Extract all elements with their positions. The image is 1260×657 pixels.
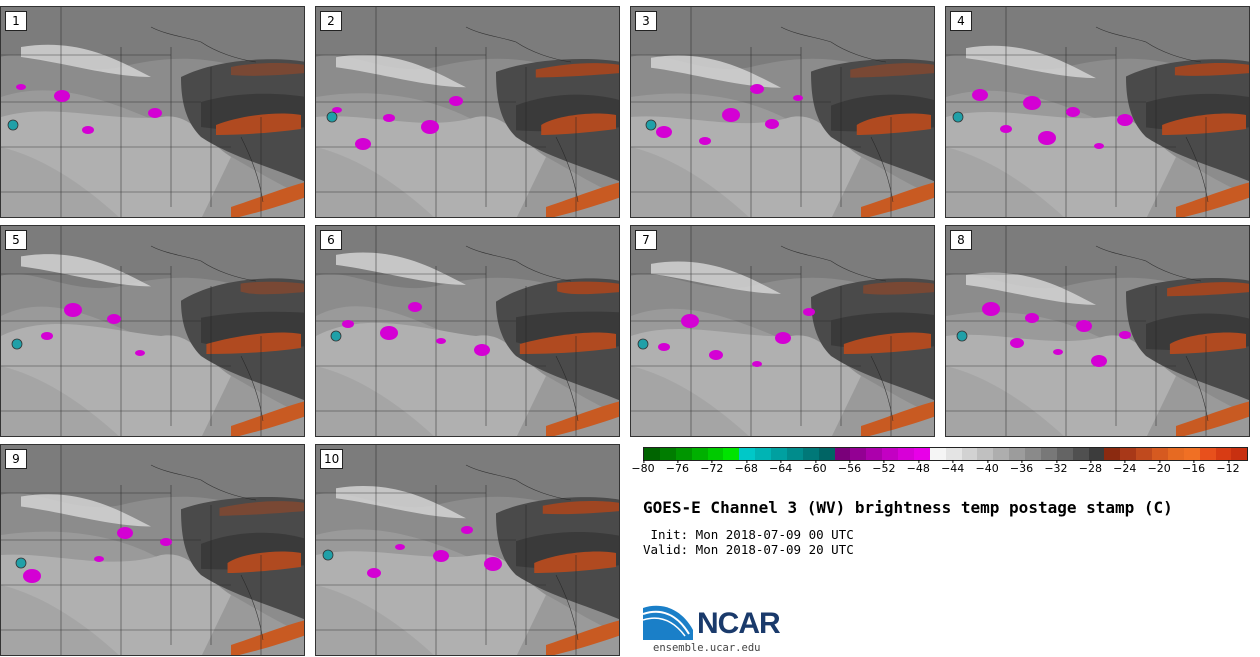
colorbar-segment: [771, 448, 787, 460]
colorbar-tick: −48: [906, 460, 930, 475]
wv-map: [1, 445, 304, 655]
colorbar-segment: [723, 448, 740, 460]
colorbar-segment: [675, 448, 692, 460]
colorbar-tick: −76: [665, 460, 690, 475]
colorbar-tick: −56: [837, 460, 862, 475]
stamp-number-label: 8: [950, 230, 972, 250]
wv-map: [631, 7, 934, 217]
plot-title: GOES-E Channel 3 (WV) brightness temp po…: [643, 498, 1173, 517]
colorbar: [643, 447, 1248, 461]
stamp-number-label: 1: [5, 11, 27, 31]
valid-time: Valid: Mon 2018-07-09 20 UTC: [643, 542, 854, 557]
stamp-number-label: 10: [320, 449, 344, 469]
colorbar-tick-labels: −80 −76 −72 −68 −64 −60 −56 −52 −48 −44 −40 −36 −32−…: [631, 460, 1248, 480]
colorbar-tick: −64: [769, 460, 793, 475]
stamp-number-label: 5: [5, 230, 27, 250]
postage-stamp-5: 5: [0, 225, 305, 437]
colorbar-segment: [1009, 448, 1025, 460]
postage-stamp-3: 3: [630, 6, 935, 218]
stamp-number-label: 2: [320, 11, 342, 31]
colorbar-segment: [1199, 448, 1216, 460]
stamp-number-label: 6: [320, 230, 342, 250]
colorbar-tick: −68: [734, 460, 758, 475]
wv-map: [316, 7, 619, 217]
colorbar-segment: [1215, 448, 1232, 460]
postage-stamp-4: 4: [945, 6, 1250, 218]
colorbar-tick: −20: [1147, 460, 1171, 475]
colorbar-tick: −60: [803, 460, 827, 475]
ncar-logo-icon: [643, 605, 693, 640]
colorbar-tick: −24: [1113, 460, 1137, 475]
postage-stamp-10: 10: [315, 444, 620, 656]
colorbar-tick: −80: [631, 460, 655, 475]
colorbar-tick: −72: [700, 460, 724, 475]
colorbar-segment: [1088, 448, 1105, 460]
colorbar-tick: −44: [941, 460, 965, 475]
colorbar-tick: −16: [1181, 460, 1206, 475]
colorbar-segment: [850, 448, 867, 460]
wv-map: [946, 226, 1249, 436]
wv-map: [631, 226, 934, 436]
postage-stamp-6: 6: [315, 225, 620, 437]
colorbar-segment: [1104, 448, 1121, 460]
colorbar-segment: [945, 448, 962, 460]
colorbar-segment: [913, 448, 930, 460]
colorbar-segment: [1072, 448, 1089, 460]
colorbar-tick: −32: [1044, 460, 1068, 475]
colorbar-segment: [802, 448, 819, 460]
colorbar-segment: [929, 448, 946, 460]
colorbar-segment: [834, 448, 851, 460]
stamp-number-label: 7: [635, 230, 657, 250]
colorbar-segment: [1152, 448, 1168, 460]
colorbar-segment: [993, 448, 1010, 460]
colorbar-segment: [961, 448, 978, 460]
stamp-number-label: 3: [635, 11, 657, 31]
colorbar-tick: −28: [1078, 460, 1102, 475]
colorbar-tick: −12: [1216, 460, 1240, 475]
colorbar-segment: [882, 448, 898, 460]
website-url: ensemble.ucar.edu: [653, 642, 761, 654]
colorbar-segment: [1183, 448, 1200, 460]
colorbar-segment: [1056, 448, 1073, 460]
logo-text: NCAR: [697, 607, 781, 640]
colorbar-segment: [1136, 448, 1152, 460]
colorbar-segment: [691, 448, 708, 460]
stamp-number-label: 4: [950, 11, 972, 31]
colorbar-tick: −36: [1009, 460, 1034, 475]
postage-stamp-2: 2: [315, 6, 620, 218]
colorbar-segment: [644, 448, 660, 460]
colorbar-segment: [977, 448, 994, 460]
postage-stamp-1: 1: [0, 6, 305, 218]
colorbar-segment: [659, 448, 676, 460]
colorbar-segment: [1040, 448, 1057, 460]
stamp-number-label: 9: [5, 449, 27, 469]
init-time: Init: Mon 2018-07-09 00 UTC: [643, 527, 854, 542]
wv-map: [316, 226, 619, 436]
colorbar-tick: −40: [975, 460, 999, 475]
colorbar-segment: [1025, 448, 1041, 460]
wv-map: [1, 7, 304, 217]
colorbar-segment: [707, 448, 724, 460]
postage-stamp-7: 7: [630, 225, 935, 437]
colorbar-segment: [755, 448, 771, 460]
colorbar-segment: [866, 448, 883, 460]
postage-stamp-9: 9: [0, 444, 305, 656]
colorbar-tick: −52: [872, 460, 896, 475]
colorbar-segment: [818, 448, 835, 460]
postage-stamp-8: 8: [945, 225, 1250, 437]
colorbar-segment: [898, 448, 914, 460]
colorbar-segment: [1167, 448, 1184, 460]
wv-map: [316, 445, 619, 655]
wv-map: [1, 226, 304, 436]
colorbar-segment: [786, 448, 803, 460]
wv-map: [946, 7, 1249, 217]
colorbar-segment: [1120, 448, 1137, 460]
colorbar-segment: [1231, 448, 1248, 460]
colorbar-segment: [739, 448, 756, 460]
